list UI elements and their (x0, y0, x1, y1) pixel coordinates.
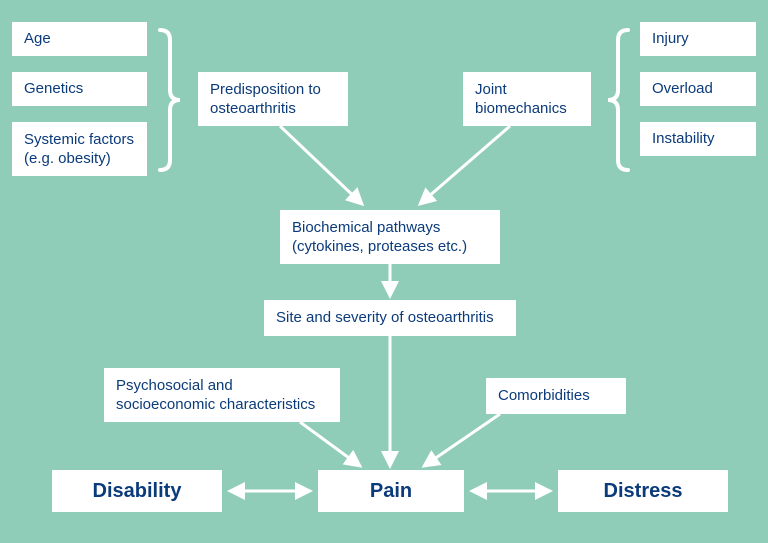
arrow-0 (280, 126, 362, 204)
bracket-0 (160, 30, 180, 170)
node-pain: Pain (318, 470, 464, 512)
node-injury: Injury (640, 22, 756, 56)
node-disability: Disability (52, 470, 222, 512)
node-genetics: Genetics (12, 72, 147, 106)
node-systemic: Systemic factors (e.g. obesity) (12, 122, 147, 176)
node-overload: Overload (640, 72, 756, 106)
node-jointbio: Joint biomechanics (463, 72, 591, 126)
node-distress: Distress (558, 470, 728, 512)
node-biochem: Biochemical pathways (cytokines, proteas… (280, 210, 500, 264)
arrow-5 (424, 414, 500, 466)
diagram-canvas: Age Genetics Systemic factors (e.g. obesit… (0, 0, 768, 543)
node-instability: Instability (640, 122, 756, 156)
node-site: Site and severity of osteoarthritis (264, 300, 516, 336)
bracket-1 (608, 30, 628, 170)
node-age: Age (12, 22, 147, 56)
node-psychosoc: Psychosocial and socioeconomic character… (104, 368, 340, 422)
node-predisp: Predisposition to osteoarthritis (198, 72, 348, 126)
arrow-1 (420, 126, 510, 204)
arrow-4 (300, 422, 360, 466)
node-comorb: Comorbidities (486, 378, 626, 414)
